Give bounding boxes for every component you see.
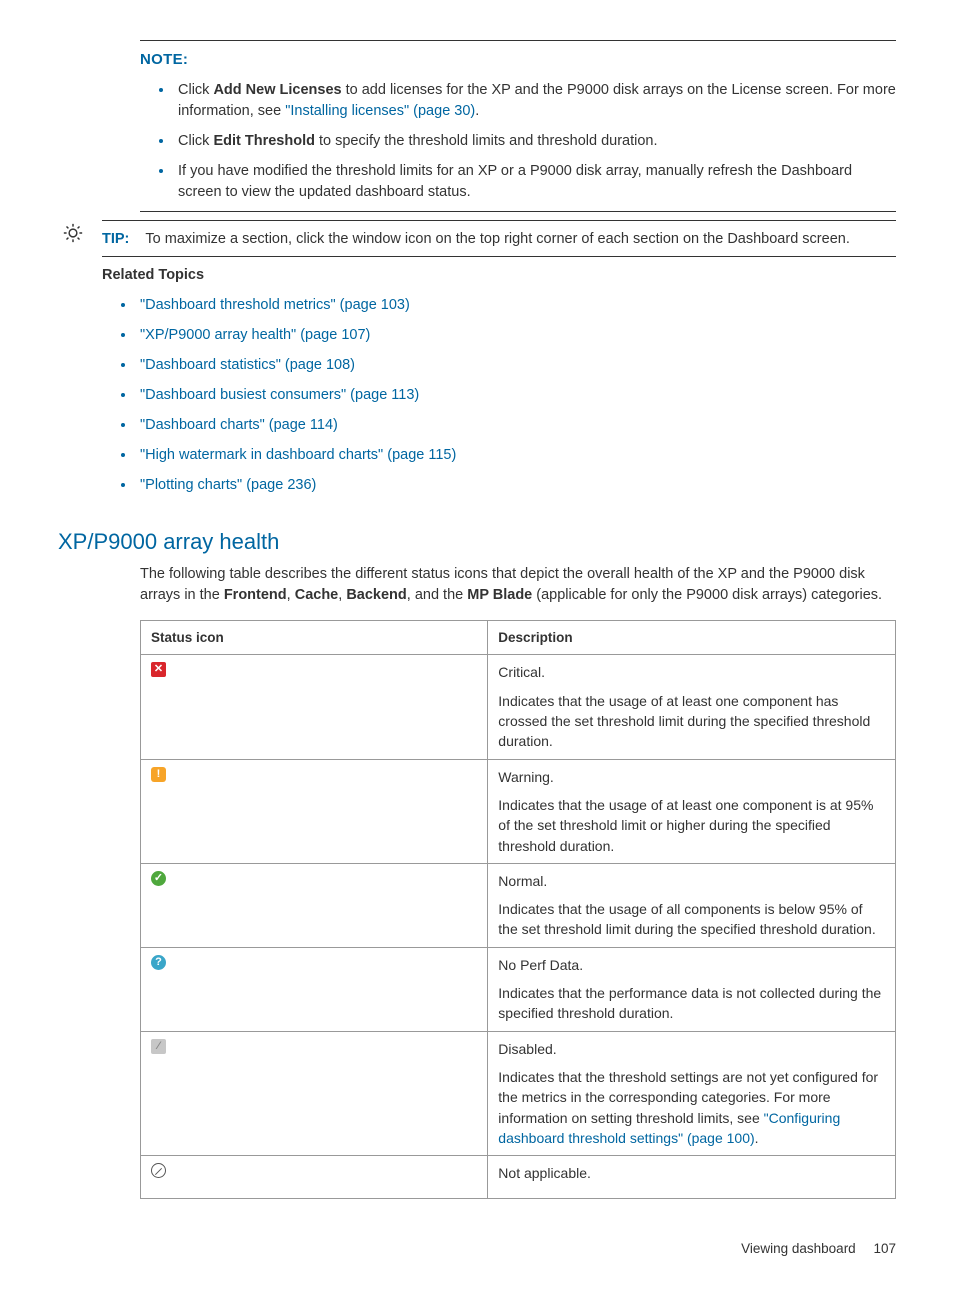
bold-text: Frontend xyxy=(224,587,287,603)
col-header-description: Description xyxy=(488,620,896,655)
description-cell: Normal. Indicates that the usage of all c… xyxy=(488,863,896,947)
status-icon-cell: ? xyxy=(141,947,488,1031)
table-row: ⁄ Disabled. Indicates that the threshold s… xyxy=(141,1031,896,1155)
table-row: ? No Perf Data. Indicates that the perform… xyxy=(141,947,896,1031)
section-body: The following table describes the differ… xyxy=(140,564,896,1200)
text: Click xyxy=(178,82,213,98)
bold-text: Backend xyxy=(346,587,406,603)
noperf-icon: ? xyxy=(151,955,166,970)
tip-icon xyxy=(62,222,84,251)
description-cell: No Perf Data. Indicates that the performa… xyxy=(488,947,896,1031)
divider xyxy=(102,256,896,257)
desc-title: Normal. xyxy=(498,871,885,891)
bold-text: Cache xyxy=(295,587,339,603)
text: , xyxy=(287,587,295,603)
related-item: "XP/P9000 array health" (page 107) xyxy=(136,323,896,346)
related-item: "Dashboard charts" (page 114) xyxy=(136,413,896,436)
text: . xyxy=(755,1130,759,1146)
link-high-watermark[interactable]: "High watermark in dashboard charts" (pa… xyxy=(140,447,456,463)
related-item: "Plotting charts" (page 236) xyxy=(136,473,896,496)
table-row: ✕ Critical. Indicates that the usage of at… xyxy=(141,655,896,759)
col-header-status-icon: Status icon xyxy=(141,620,488,655)
na-icon xyxy=(151,1163,166,1178)
note-label: NOTE: xyxy=(140,49,896,71)
desc-body: Indicates that the usage of at least one… xyxy=(498,795,885,856)
status-icon-cell: ✕ xyxy=(141,655,488,759)
status-icon-cell xyxy=(141,1156,488,1199)
status-icon-cell: ! xyxy=(141,759,488,863)
description-cell: Not applicable. xyxy=(488,1156,896,1199)
section-heading: XP/P9000 array health xyxy=(58,526,896,558)
tip-block: TIP: To maximize a section, click the wi… xyxy=(58,220,896,504)
text: Indicates that the usage of at least one… xyxy=(498,693,870,750)
text: (applicable for only the P9000 disk arra… xyxy=(532,587,882,603)
related-item: "Dashboard threshold metrics" (page 103) xyxy=(136,293,896,316)
status-icon-cell: ⁄ xyxy=(141,1031,488,1155)
desc-body: Indicates that the threshold settings ar… xyxy=(498,1067,885,1148)
table-row: ! Warning. Indicates that the usage of at … xyxy=(141,759,896,863)
normal-icon: ✓ xyxy=(151,871,166,886)
text: to specify the threshold limits and thre… xyxy=(315,133,658,149)
related-item: "Dashboard busiest consumers" (page 113) xyxy=(136,383,896,406)
footer-text: Viewing dashboard xyxy=(741,1241,856,1256)
footer-page-number: 107 xyxy=(873,1241,896,1256)
link-dashboard-statistics[interactable]: "Dashboard statistics" (page 108) xyxy=(140,357,355,373)
warning-icon: ! xyxy=(151,767,166,782)
page-footer: Viewing dashboard 107 xyxy=(58,1239,896,1259)
related-item: "Dashboard statistics" (page 108) xyxy=(136,353,896,376)
bold-text: MP Blade xyxy=(467,587,532,603)
related-topics-heading: Related Topics xyxy=(102,265,896,286)
bold-text: Edit Threshold xyxy=(213,133,315,149)
desc-title: Warning. xyxy=(498,767,885,787)
description-cell: Critical. Indicates that the usage of at … xyxy=(488,655,896,759)
disabled-icon: ⁄ xyxy=(151,1039,166,1054)
status-icon-cell: ✓ xyxy=(141,863,488,947)
tip-label: TIP: xyxy=(102,231,129,247)
text: . xyxy=(475,103,479,119)
text: Indicates that the usage of all componen… xyxy=(498,901,875,937)
status-table: Status icon Description ✕ Critical. Indica… xyxy=(140,620,896,1200)
desc-title: Critical. xyxy=(498,662,885,682)
text: , and the xyxy=(407,587,467,603)
text: Indicates that the performance data is n… xyxy=(498,985,881,1021)
text: Click xyxy=(178,133,213,149)
note-item: Click Add New Licenses to add licenses f… xyxy=(174,78,896,122)
related-topics-list: "Dashboard threshold metrics" (page 103)… xyxy=(102,293,896,496)
divider xyxy=(140,40,896,41)
tip-text: To maximize a section, click the window … xyxy=(145,231,849,247)
table-row: Not applicable. xyxy=(141,1156,896,1199)
text: Indicates that the usage of at least one… xyxy=(498,797,873,854)
note-list: Click Add New Licenses to add licenses f… xyxy=(140,78,896,203)
table-header-row: Status icon Description xyxy=(141,620,896,655)
link-installing-licenses[interactable]: "Installing licenses" (page 30) xyxy=(285,103,475,119)
divider xyxy=(102,220,896,221)
intro-paragraph: The following table describes the differ… xyxy=(140,564,896,606)
desc-body: Indicates that the usage of all componen… xyxy=(498,899,885,940)
bold-text: Add New Licenses xyxy=(213,82,341,98)
text: If you have modified the threshold limit… xyxy=(178,163,852,200)
desc-title: No Perf Data. xyxy=(498,955,885,975)
critical-icon: ✕ xyxy=(151,662,166,677)
related-item: "High watermark in dashboard charts" (pa… xyxy=(136,443,896,466)
note-item: If you have modified the threshold limit… xyxy=(174,159,896,203)
divider xyxy=(140,211,896,212)
note-block: NOTE: Click Add New Licenses to add lice… xyxy=(140,40,896,212)
desc-body: Indicates that the performance data is n… xyxy=(498,983,885,1024)
table-row: ✓ Normal. Indicates that the usage of all … xyxy=(141,863,896,947)
link-dashboard-charts[interactable]: "Dashboard charts" (page 114) xyxy=(140,417,338,433)
link-plotting-charts[interactable]: "Plotting charts" (page 236) xyxy=(140,477,316,493)
description-cell: Disabled. Indicates that the threshold se… xyxy=(488,1031,896,1155)
desc-title: Disabled. xyxy=(498,1039,885,1059)
link-dashboard-busiest-consumers[interactable]: "Dashboard busiest consumers" (page 113) xyxy=(140,387,419,403)
description-cell: Warning. Indicates that the usage of at l… xyxy=(488,759,896,863)
note-item: Click Edit Threshold to specify the thre… xyxy=(174,129,896,152)
link-xp-p9000-array-health[interactable]: "XP/P9000 array health" (page 107) xyxy=(140,327,370,343)
desc-title: Not applicable. xyxy=(498,1163,885,1183)
link-dashboard-threshold-metrics[interactable]: "Dashboard threshold metrics" (page 103) xyxy=(140,297,410,313)
tip-text-wrap: TIP: To maximize a section, click the wi… xyxy=(102,220,896,504)
desc-body: Indicates that the usage of at least one… xyxy=(498,691,885,752)
